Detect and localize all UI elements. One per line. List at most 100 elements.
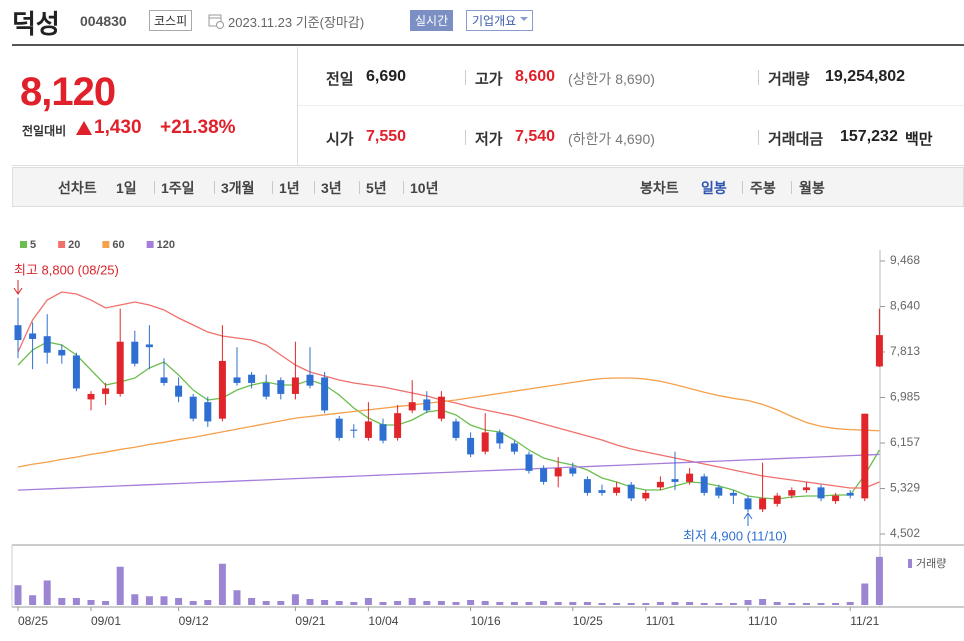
annotation-arrow [743, 512, 753, 520]
tab-bar [12, 167, 964, 207]
volume-bar [262, 601, 270, 605]
volume-bar [321, 600, 329, 605]
x-tick-label: 10/25 [573, 614, 603, 628]
tab-separator [742, 181, 743, 194]
candle-body [116, 341, 124, 394]
volume-bar [160, 596, 168, 605]
candle-body [773, 495, 781, 504]
volume-bar [102, 601, 110, 605]
ma-line [17, 291, 880, 489]
volume-bar [744, 600, 752, 605]
change-rate: +21.38% [160, 117, 236, 138]
volume-bar [613, 603, 621, 605]
tab-group-label: 선차트 [58, 180, 97, 196]
volume-bar [846, 602, 854, 605]
tab-separator [403, 181, 404, 194]
legend-swatch [146, 241, 154, 248]
y-tick-label: 7,813 [890, 344, 920, 358]
stats-divider [298, 105, 964, 106]
stat-value: 6,690 [366, 68, 407, 85]
period-tab[interactable]: 3년 [321, 180, 342, 196]
candle-body [802, 487, 810, 491]
candle-body [875, 335, 883, 367]
market-badge: 코스피 [149, 10, 193, 31]
candle-body [43, 336, 51, 353]
candle-body [540, 468, 548, 482]
volume-bar [802, 603, 810, 605]
tab-separator [154, 181, 155, 194]
volume-bar [656, 602, 664, 605]
header-rule [12, 44, 964, 46]
up-triangle [76, 121, 92, 135]
legend-label: 120 [157, 239, 175, 251]
candle-body [700, 476, 708, 493]
candle-body [262, 382, 270, 397]
volume-bar [437, 601, 445, 605]
candle-body [467, 437, 475, 455]
annotation-arrow [13, 287, 23, 295]
realtime-button[interactable]: 실시간 [410, 10, 454, 31]
volume-bar [467, 600, 475, 605]
candle-body [145, 344, 153, 348]
candle-body [627, 484, 635, 499]
volume-bar [43, 580, 51, 605]
y-tick-label: 5,329 [890, 481, 920, 495]
x-tick-label: 10/16 [471, 614, 501, 628]
candle-tab[interactable]: 월봉 [799, 180, 825, 196]
x-tick-label: 11/21 [850, 614, 879, 628]
candle-tab[interactable]: 주봉 [750, 180, 776, 196]
volume-bar [29, 595, 37, 605]
stat-value: 19,254,802 [825, 68, 906, 85]
period-tab[interactable]: 1주일 [161, 180, 195, 196]
volume-bar [394, 601, 402, 605]
quote-box [12, 47, 298, 166]
volume-bar [525, 602, 533, 605]
candle-body [569, 468, 577, 474]
candle-body [846, 492, 854, 496]
candle-body [189, 396, 197, 419]
legend-swatch [20, 241, 27, 248]
period-tab[interactable]: 3개월 [221, 180, 255, 196]
change-amount: 1,430 [94, 117, 142, 138]
candle-body [335, 418, 343, 438]
ma-line [17, 341, 880, 500]
stat-note: (상한가 8,690) [568, 71, 655, 87]
volume-bar [14, 585, 22, 605]
period-tab[interactable]: 10년 [410, 180, 439, 196]
y-tick-label: 6,985 [890, 390, 920, 404]
candle-body [204, 402, 212, 422]
company-info-button[interactable]: 기업개요 [466, 10, 534, 31]
volume-bar [364, 598, 372, 605]
candle-body [598, 490, 606, 493]
volume-bar [729, 603, 737, 605]
stat-value: 157,232 [840, 128, 898, 145]
tab-separator [272, 181, 273, 194]
candle-body [131, 341, 139, 364]
stat-label: 거래대금 [768, 131, 824, 148]
candle-body [277, 380, 285, 394]
volume-bar [715, 603, 723, 605]
period-tab[interactable]: 1일 [116, 180, 137, 196]
volume-bar [686, 602, 694, 605]
volume-bar [788, 603, 796, 605]
candle-body [248, 374, 256, 383]
period-tab[interactable]: 5년 [366, 180, 387, 196]
legend-label: 5 [30, 239, 36, 251]
volume-bar [481, 601, 489, 605]
candle-body [525, 454, 533, 471]
candle-body [102, 388, 110, 394]
candle-body [175, 385, 183, 397]
tab-separator [214, 181, 215, 194]
candle-body [321, 377, 329, 411]
stat-value: 7,550 [366, 128, 407, 145]
volume-bar [569, 602, 577, 605]
candle-body [481, 432, 489, 452]
volume-bar [452, 602, 460, 605]
volume-bar [875, 556, 883, 605]
candle-body [715, 487, 723, 496]
volume-bar [408, 598, 416, 605]
candle-body [408, 402, 416, 411]
candle-tab[interactable]: 일봉 [701, 180, 727, 196]
period-tab[interactable]: 1년 [279, 180, 300, 196]
